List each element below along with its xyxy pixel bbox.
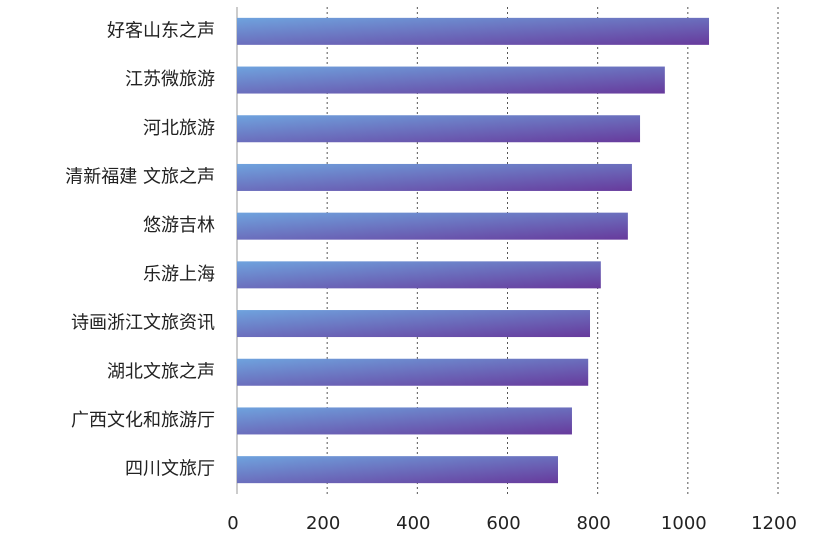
y-tick-label: 四川文旅厅 [125,459,215,480]
x-tick-label: 1000 [661,513,707,534]
bar [237,407,572,435]
bar [237,358,589,386]
y-tick-label: 广西文化和旅游厅 [71,410,215,431]
x-tick-label: 200 [306,513,340,534]
x-tick-label: 800 [576,513,610,534]
bar [237,17,710,45]
bar [237,261,601,289]
bar [237,456,558,484]
y-tick-label: 好客山东之声 [107,20,215,41]
bar [237,212,628,240]
y-tick-label: 诗画浙江文旅资讯 [71,313,215,334]
bar [237,115,641,143]
bar [237,66,665,94]
x-tick-label: 1200 [751,513,797,534]
y-tick-label: 乐游上海 [143,264,215,285]
y-tick-label: 河北旅游 [143,118,215,139]
y-tick-label: 湖北文旅之声 [107,361,215,382]
bar [237,163,632,191]
y-tick-label: 江苏微旅游 [125,69,215,90]
bar [237,310,591,338]
y-tick-label: 清新福建 文旅之声 [65,166,215,187]
x-tick-label: 0 [227,513,238,534]
x-tick-label: 400 [396,513,430,534]
x-tick-label: 600 [486,513,520,534]
y-tick-label: 悠游吉林 [143,215,215,236]
